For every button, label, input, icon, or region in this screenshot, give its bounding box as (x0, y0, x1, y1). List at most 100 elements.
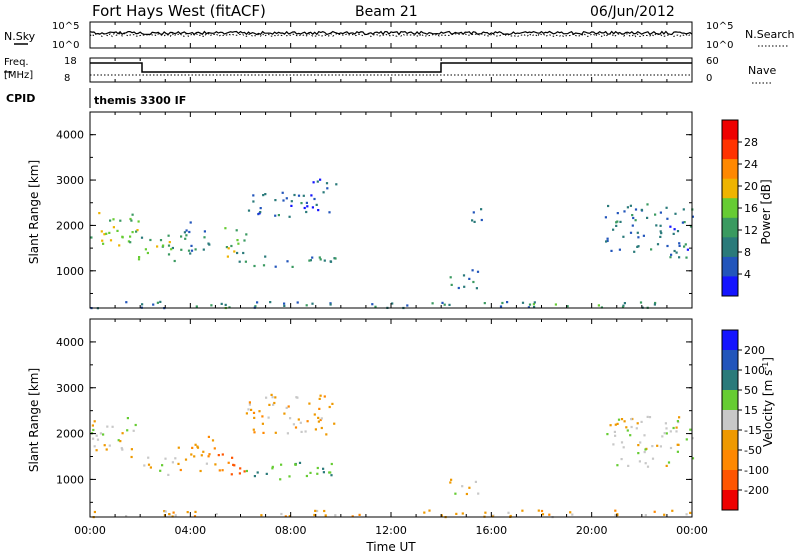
nsky-tick-bottom: 10^0 (52, 40, 79, 51)
scatter-cell (541, 513, 545, 516)
scatter-cell (248, 403, 251, 406)
scatter-cell (644, 514, 647, 517)
scatter-cell (242, 251, 245, 255)
scatter-cell (533, 305, 536, 309)
scatter-cell (685, 438, 688, 441)
scatter-cell (316, 472, 319, 475)
scatter-cell (659, 445, 662, 448)
scatter-cell (618, 248, 621, 251)
scatter-cell (316, 180, 319, 183)
scatter-cell (300, 430, 303, 433)
scatter-cell (141, 303, 144, 306)
scatter-cell (220, 302, 223, 305)
scatter-cell (167, 253, 171, 256)
scatter-cell (676, 230, 680, 233)
nave-tick-bottom: 0 (706, 73, 712, 84)
scatter-cell (691, 437, 694, 440)
colorbar-swatch (722, 198, 738, 219)
scatter-cell (678, 256, 681, 259)
scatter-cell (374, 305, 377, 308)
scatter-cell (211, 439, 215, 442)
scatter-cell (455, 512, 458, 515)
scatter-cell (612, 443, 615, 446)
scatter-cell (322, 471, 325, 474)
scatter-cell (636, 245, 639, 248)
scatter-cell (635, 427, 638, 430)
scatter-cell (317, 416, 320, 419)
scatter-cell (111, 425, 114, 428)
scatter-cell (391, 302, 394, 305)
scatter-cell (189, 252, 192, 255)
scatter-cell (225, 246, 228, 249)
scatter-cell (173, 259, 176, 263)
scatter-cell (616, 464, 619, 467)
scatter-cell (243, 239, 246, 242)
scatter-cell (218, 469, 221, 472)
colorbar-tick-label: -200 (744, 484, 769, 497)
scatter-cell (669, 430, 672, 433)
scatter-cell (313, 197, 316, 201)
scatter-cell (317, 420, 320, 423)
scatter-cell (252, 428, 255, 431)
scatter-cell (282, 199, 285, 202)
x-tick-label: 00:00 (74, 524, 106, 537)
scatter-cell (161, 464, 164, 467)
scatter-cell (262, 264, 266, 267)
scatter-cell (291, 265, 294, 268)
scatter-cell (313, 413, 316, 416)
scatter-cell (156, 301, 159, 304)
scatter-cell (208, 453, 211, 456)
scatter-cell (313, 513, 316, 517)
scatter-cell (659, 224, 662, 227)
scatter-cell (646, 465, 650, 468)
scatter-cell (253, 264, 256, 268)
scatter-cell (227, 247, 230, 250)
scatter-cell (285, 197, 288, 200)
scatter-cell (627, 464, 630, 467)
scatter-cell (202, 248, 205, 251)
scatter-cell (239, 467, 242, 470)
scatter-cell (613, 430, 616, 433)
power-y-label: Slant Range [km] (27, 160, 41, 264)
scatter-cell (184, 237, 187, 240)
scatter-cell (675, 430, 678, 433)
scatter-cell (650, 248, 653, 251)
scatter-cell (90, 236, 93, 239)
scatter-cell (614, 434, 617, 437)
colorbar-swatch (722, 370, 738, 391)
scatter-cell (620, 418, 624, 421)
scatter-cell (669, 446, 673, 450)
scatter-cell (629, 204, 632, 207)
scatter-cell (527, 306, 530, 309)
scatter-cell (311, 256, 314, 259)
scatter-cell (112, 218, 115, 221)
scatter-cell (406, 304, 409, 307)
scatter-cell (665, 432, 668, 435)
scatter-cell (186, 511, 189, 514)
scatter-cell (256, 301, 259, 304)
scatter-cell (659, 230, 662, 233)
nave-tick-top: 60 (706, 56, 719, 67)
x-tick-label: 20:00 (576, 524, 608, 537)
colorbar-tick-label: 15 (744, 404, 758, 417)
scatter-cell (637, 444, 640, 447)
scatter-cell (319, 258, 322, 261)
scatter-cell (620, 458, 623, 461)
scatter-cell (280, 512, 283, 516)
scatter-cell (93, 420, 96, 423)
scatter-cell (449, 481, 452, 484)
scatter-cell (637, 452, 640, 455)
scatter-cell (637, 245, 640, 248)
scatter-cell (194, 443, 197, 446)
colorbar-swatch (722, 330, 738, 351)
scatter-cell (461, 512, 464, 515)
scatter-cell (311, 302, 314, 305)
scatter-cell (317, 209, 320, 212)
scatter-cell (308, 259, 311, 262)
scatter-cell (108, 231, 111, 234)
scatter-cell (205, 462, 208, 465)
scatter-cell (675, 251, 678, 254)
scatter-cell (271, 467, 274, 470)
scatter-cell (238, 472, 241, 475)
scatter-cell (616, 422, 619, 425)
